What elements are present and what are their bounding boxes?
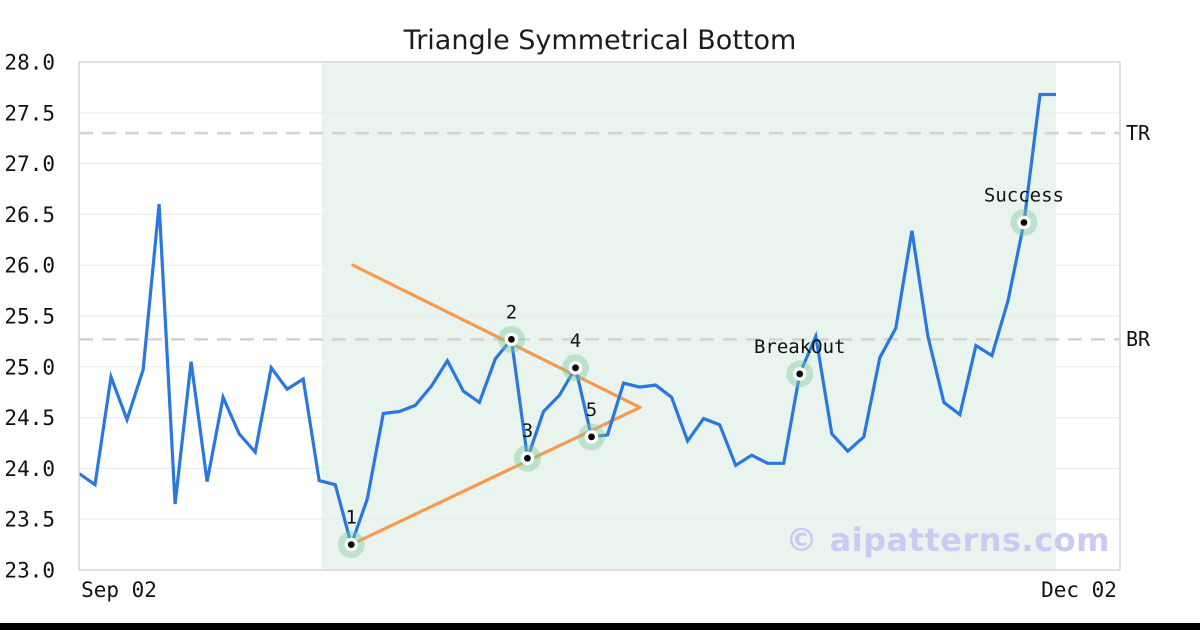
level-label-br: BR bbox=[1126, 327, 1151, 351]
trendline-upper bbox=[351, 263, 642, 410]
footer-bar bbox=[0, 623, 1200, 630]
y-tick-label: 27.5 bbox=[4, 101, 55, 125]
point-label-5: 5 bbox=[586, 399, 597, 421]
y-tick-label: 23.5 bbox=[4, 508, 55, 532]
point-label-4: 4 bbox=[570, 330, 581, 352]
marker-dot bbox=[508, 335, 515, 343]
x-tick-end: Dec 02 bbox=[1041, 578, 1117, 602]
marker-dot bbox=[524, 454, 531, 462]
point-label-3: 3 bbox=[522, 420, 533, 442]
y-tick-label: 26.5 bbox=[4, 203, 55, 227]
marker-dot bbox=[588, 433, 595, 441]
marker-dot bbox=[796, 370, 804, 378]
y-tick-label: 28.0 bbox=[4, 51, 55, 75]
level-label-tr: TR bbox=[1126, 121, 1151, 145]
point-label-2: 2 bbox=[506, 301, 517, 323]
y-tick-label: 24.5 bbox=[4, 406, 55, 430]
y-tick-label: 23.0 bbox=[4, 559, 55, 583]
point-label-breakout: BreakOut bbox=[754, 336, 846, 358]
marker-dot bbox=[1020, 219, 1028, 226]
chart-title: Triangle Symmetrical Bottom bbox=[403, 25, 797, 56]
y-tick-label: 26.0 bbox=[4, 254, 55, 278]
y-tick-label: 25.0 bbox=[4, 355, 55, 379]
y-tick-label: 24.0 bbox=[4, 457, 55, 481]
plot-border bbox=[78, 61, 1121, 571]
watermark: © aipatterns.com bbox=[785, 521, 1110, 559]
y-tick-label: 27.0 bbox=[4, 152, 55, 176]
price-line bbox=[78, 92, 1056, 551]
point-label-1: 1 bbox=[346, 507, 357, 529]
y-tick-label: 25.5 bbox=[4, 305, 55, 329]
marker-dot bbox=[572, 364, 579, 372]
point-label-success: Success bbox=[984, 185, 1064, 207]
marker-dot bbox=[347, 541, 355, 548]
x-tick-start: Sep 02 bbox=[81, 578, 157, 602]
